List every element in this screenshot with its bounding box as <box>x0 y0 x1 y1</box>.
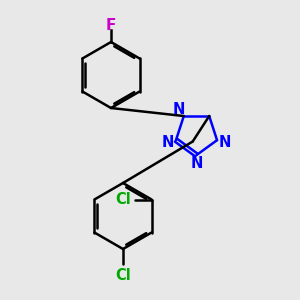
Text: F: F <box>106 18 116 33</box>
Text: N: N <box>173 102 185 117</box>
Text: N: N <box>219 135 231 150</box>
Text: Cl: Cl <box>115 192 130 207</box>
Text: N: N <box>162 135 174 150</box>
Text: N: N <box>190 156 203 171</box>
Text: Cl: Cl <box>115 268 131 283</box>
